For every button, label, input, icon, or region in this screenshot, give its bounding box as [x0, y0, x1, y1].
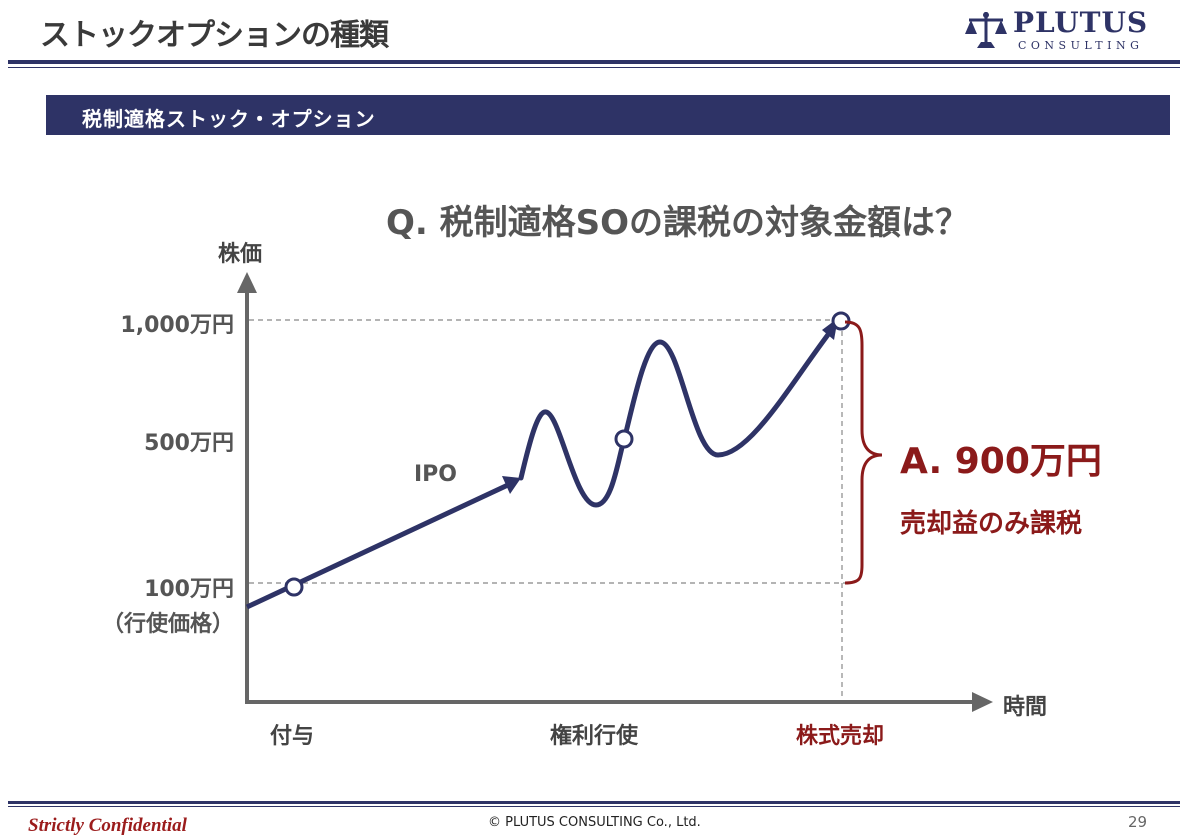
- logo-name: PLUTUS: [1013, 6, 1149, 39]
- logo-subtitle: CONSULTING: [1018, 39, 1144, 52]
- company-logo: PLUTUS CONSULTING: [963, 6, 1173, 52]
- ipo-arrowhead: [502, 476, 521, 494]
- header-divider: [8, 60, 1180, 64]
- section-header-bar: 税制適格ストック・オプション: [46, 95, 1170, 135]
- ytick-note: （行使価格）: [101, 612, 234, 637]
- footer-divider: [8, 801, 1180, 804]
- confidential-label: Strictly Confidential: [28, 815, 187, 836]
- xtick-exercise: 権利行使: [550, 724, 639, 749]
- xtick-grant: 付与: [270, 724, 315, 749]
- y-axis-arrowhead: [237, 272, 257, 293]
- page-title: ストックオプションの種類: [40, 18, 389, 53]
- page-number: 29: [1128, 813, 1148, 831]
- x-axis-label: 時間: [1003, 695, 1048, 720]
- gain-brace: [844, 320, 883, 585]
- y-axis-label: 株価: [218, 242, 263, 267]
- point-grant: [284, 577, 304, 597]
- ytick-100: 100万円: [144, 577, 234, 602]
- section-title: 税制適格ストック・オプション: [82, 107, 376, 131]
- footer-divider-thin: [8, 806, 1180, 807]
- scales-logo-icon: [965, 12, 1007, 48]
- question-text: Q. 税制適格SOの課税の対象金額は？: [386, 203, 970, 243]
- xtick-sale: 株式売却: [796, 724, 885, 749]
- price-line-post-ipo: [518, 329, 833, 508]
- answer-note: 売却益のみ課税: [900, 509, 1083, 539]
- point-exercise: [614, 429, 634, 449]
- ytick-500: 500万円: [144, 431, 234, 456]
- ytick-1000: 1,000万円: [120, 313, 234, 338]
- answer-amount: A. 900万円: [900, 441, 1102, 482]
- x-axis-arrowhead: [972, 692, 993, 712]
- ipo-label: IPO: [414, 462, 458, 487]
- header-divider-thin: [8, 67, 1180, 68]
- copyright-text: © PLUTUS CONSULTING Co., Ltd.: [488, 815, 701, 830]
